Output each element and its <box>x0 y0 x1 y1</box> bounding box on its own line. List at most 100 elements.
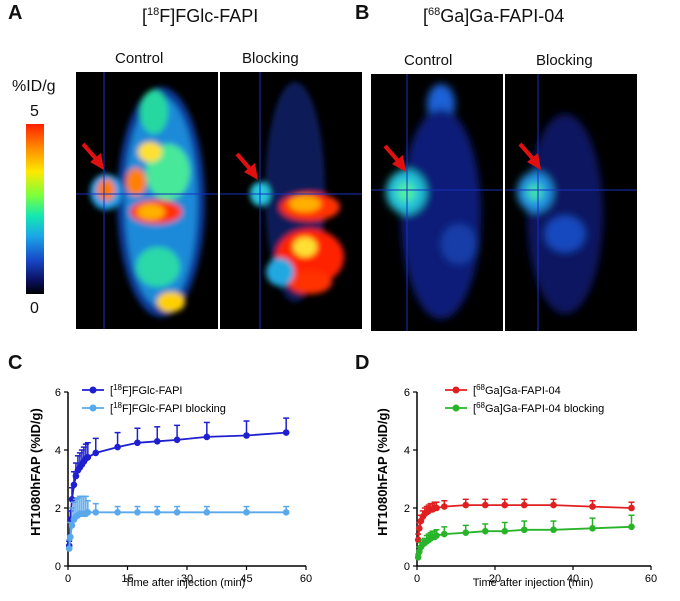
chart-c-point <box>282 509 290 516</box>
chart-c-ylabel: HT1080hFAP (%ID/g) <box>28 408 43 536</box>
chart-c-x-tick-label: 15 <box>121 573 133 585</box>
chart-d-y-tick-label: 2 <box>404 503 410 515</box>
panel-b-control-label: Control <box>404 52 453 69</box>
chart-d-point <box>628 523 635 531</box>
chart-d-legend-isotope-1: 68 <box>476 383 485 392</box>
chart-c-point <box>114 443 121 451</box>
chart-d-point <box>414 554 422 561</box>
chart-d-point <box>501 501 509 509</box>
chart-c-x-tick-label: 45 <box>240 573 252 585</box>
chart-c-point <box>67 533 74 541</box>
chart-c-series-line-1 <box>68 431 287 546</box>
chart-c: HT1080hFAP (%ID/g) Time after injection … <box>28 383 312 589</box>
chart-c-point <box>153 438 161 445</box>
chart-c-point <box>243 432 250 439</box>
chart-c-legend-isotope-1: 18 <box>113 383 122 392</box>
chart-c-point <box>282 429 290 436</box>
chart-c-point <box>153 509 161 516</box>
chart-c-point <box>68 522 76 529</box>
chart-d-legend-marker-2 <box>452 404 460 412</box>
chart-d-y-tick-label: 6 <box>404 387 410 399</box>
pet-image-a-blocking <box>220 72 362 329</box>
panel-letter-c: C <box>8 352 23 374</box>
chart-c-point <box>114 509 121 516</box>
chart-c-point <box>65 545 73 552</box>
chart-c-point <box>243 509 250 516</box>
chart-d-point <box>589 503 596 510</box>
chart-d-legend-label-2: [68Ga]Ga-FAPI-04 blocking <box>473 401 604 415</box>
panel-b-title-text: Ga]Ga-FAPI-04 <box>440 6 565 26</box>
chart-d-legend-label-1: [68Ga]Ga-FAPI-04 <box>473 383 561 397</box>
chart-d-point <box>501 527 509 535</box>
panel-a-blocking-label: Blocking <box>242 50 299 67</box>
chart-d-x-tick-label: 20 <box>489 573 501 585</box>
chart-c-series-line-2 <box>68 511 287 549</box>
colorbar-min-label: 0 <box>30 300 39 317</box>
pet-image-b-blocking <box>505 74 637 331</box>
chart-c-legend-label-2: [18F]FGlc-FAPI blocking <box>110 401 226 415</box>
chart-d-point <box>433 504 440 512</box>
chart-c-legend-label-1: [18F]FGlc-FAPI <box>110 383 182 397</box>
chart-d-point <box>550 501 557 509</box>
arrow-icon-b-control <box>383 144 406 172</box>
chart-c-y-tick-label: 0 <box>55 561 61 573</box>
chart-d-ylabel: HT1080hFAP (%ID/g) <box>375 408 390 536</box>
chart-c-legend-isotope-2: 18 <box>113 401 122 410</box>
chart-c-x-tick-label: 0 <box>65 573 71 585</box>
pet-image-b-control <box>371 74 503 331</box>
chart-c-point <box>134 509 141 516</box>
panel-a-title-isotope: 18 <box>147 6 160 18</box>
chart-c-legend-text-1: F]FGlc-FAPI <box>122 385 183 397</box>
chart-c-point <box>92 509 100 516</box>
chart-c-xlabel: Time after injection (min) <box>125 577 246 589</box>
chart-d-x-tick-label: 60 <box>645 573 657 585</box>
chart-d-point <box>462 501 470 509</box>
panel-a-title: [18F]FGlc-FAPI <box>142 6 259 26</box>
chart-c-point <box>203 433 211 441</box>
arrow-icon-a-blocking <box>235 152 258 180</box>
chart-c-y-tick-label: 6 <box>55 387 61 399</box>
colorbar-unit: %ID/g <box>12 78 56 95</box>
chart-c-point <box>173 436 181 444</box>
chart-c-x-tick-label: 30 <box>181 573 193 585</box>
colorbar-max-label: 5 <box>30 103 39 120</box>
panel-a-control-label: Control <box>115 50 164 67</box>
chart-d-point <box>462 529 470 536</box>
panel-b-title-isotope: 68 <box>428 6 441 18</box>
chart-d-point <box>481 501 489 509</box>
chart-d-point <box>550 526 557 534</box>
panel-a-title-text: F]FGlc-FAPI <box>159 6 259 26</box>
chart-d-point <box>433 532 440 539</box>
chart-d-point <box>481 527 489 535</box>
chart-d: HT1080hFAP (%ID/g) Time after injection … <box>375 383 657 589</box>
chart-d-legend-text-1: Ga]Ga-FAPI-04 <box>485 385 561 397</box>
chart-c-point <box>68 496 76 503</box>
panel-letter-d: D <box>355 352 370 374</box>
chart-c-point <box>173 509 181 516</box>
chart-c-point <box>84 509 92 516</box>
chart-c-x-tick-label: 60 <box>300 573 312 585</box>
chart-d-point <box>520 526 528 534</box>
chart-d-point <box>441 530 448 538</box>
arrow-icon-b-blocking <box>518 142 541 170</box>
panel-letter-b: B <box>355 2 370 24</box>
chart-c-point <box>203 509 211 516</box>
colorbar <box>26 124 44 294</box>
chart-d-point <box>589 525 596 532</box>
chart-d-y-tick-label: 0 <box>404 561 410 573</box>
chart-c-point <box>70 481 78 489</box>
chart-d-x-tick-label: 40 <box>567 573 579 585</box>
chart-d-xlabel: Time after injection (min) <box>473 577 594 589</box>
chart-d-point <box>441 503 448 510</box>
chart-c-point <box>92 449 100 457</box>
panel-b-title: [68Ga]Ga-FAPI-04 <box>423 6 565 26</box>
panel-b-blocking-label: Blocking <box>536 52 593 69</box>
chart-c-point <box>84 453 92 461</box>
panel-letter-a: A <box>8 2 23 24</box>
chart-d-legend-isotope-2: 68 <box>476 401 485 410</box>
chart-c-y-tick-label: 4 <box>55 445 61 457</box>
chart-d-point <box>416 525 423 532</box>
chart-c-y-tick-label: 2 <box>55 503 61 515</box>
chart-d-y-tick-label: 4 <box>404 445 410 457</box>
chart-d-point <box>520 501 528 509</box>
